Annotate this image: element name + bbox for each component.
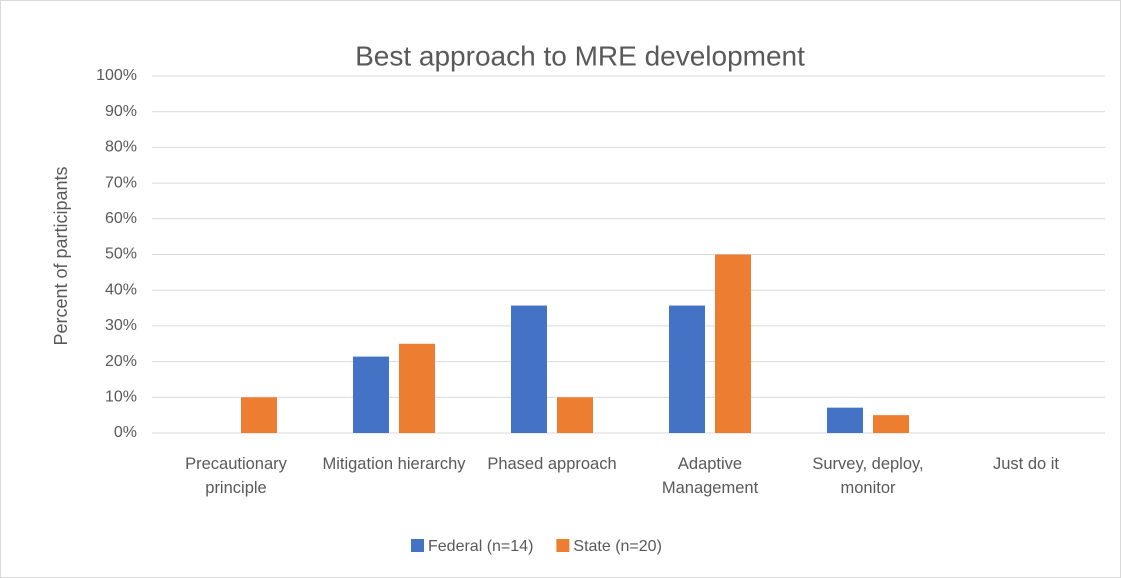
bar [241,397,277,433]
legend-label: State (n=20) [573,538,662,555]
bar [399,343,435,433]
bar [669,305,705,433]
bar [353,356,389,433]
bar [715,254,751,433]
legend-label: Federal (n=14) [428,538,533,555]
y-tick-label: 20% [105,353,137,370]
y-tick-label: 100% [96,67,137,84]
x-tick-label: Just do it [992,455,1060,473]
x-tick-label: Phased approach [487,455,617,473]
bar [873,415,909,433]
bar [511,305,547,433]
y-axis-label: Percent of participants [51,166,71,345]
legend-swatch [411,539,424,552]
y-tick-label: 0% [114,424,137,441]
bar [827,407,863,433]
legend-swatch [556,539,570,552]
x-tick-label: Precautionary principle [185,455,287,497]
x-tick-label: Survey, deploy, monitor [812,455,924,497]
y-tick-label: 80% [105,139,137,156]
bar [557,397,593,433]
y-tick-label: 10% [105,389,137,406]
y-tick-label: 40% [105,281,137,298]
y-tick-label: 50% [105,246,137,263]
chart-title: Best approach to MRE development [355,40,805,71]
y-tick-label: 30% [105,317,137,334]
y-tick-label: 70% [105,174,137,191]
x-tick-label: Mitigation hierarchy [322,455,466,473]
y-tick-label: 60% [105,210,137,227]
x-tick-label: Adaptive Management [661,455,759,497]
y-tick-label: 90% [105,103,137,120]
